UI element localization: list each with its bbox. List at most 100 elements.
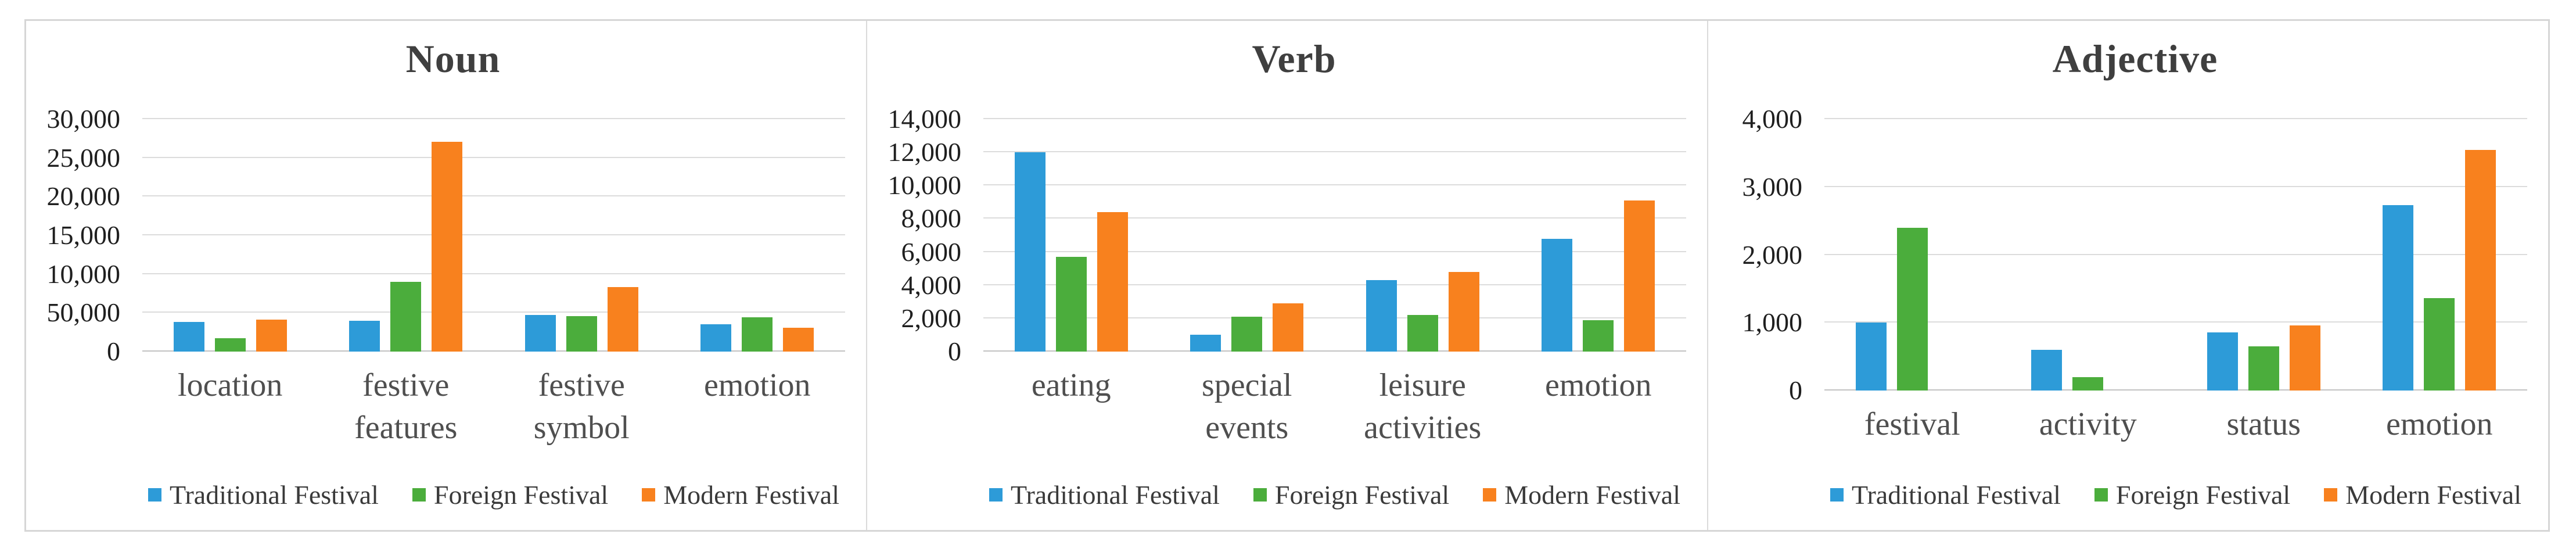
gridline — [983, 184, 1686, 186]
x-category-label-special-events: special events — [1159, 364, 1335, 449]
legend-label: Modern Festival — [2345, 480, 2521, 510]
legend-item-foreign-festival: Foreign Festival — [2094, 479, 2290, 510]
y-tick-label: 2,000 — [901, 303, 962, 333]
bar-traditional-festival-festive-features — [349, 320, 380, 352]
bar-foreign-festival-emotion — [2424, 298, 2455, 391]
chart-panel-verb: Verb 14,000 12,000 10,000 8,000 6,000 4,000 2,0… — [867, 21, 1708, 530]
legend-swatch-foreign-icon — [2094, 488, 2108, 502]
bar-traditional-festival-emotion — [700, 324, 732, 352]
bar-modern-festival-festive-features — [432, 141, 463, 352]
x-category-label-line: special — [1202, 367, 1292, 403]
legend-swatch-foreign-icon — [412, 488, 426, 502]
bar-modern-festival-festive-symbol — [607, 287, 638, 352]
bar-traditional-festival-location — [173, 322, 204, 352]
y-tick-label: 25,000 — [46, 142, 121, 173]
chart-title: Verb — [1252, 37, 1336, 81]
x-category-label-line: features — [354, 409, 458, 446]
x-category-label-status: status — [2176, 403, 2352, 446]
plot-area — [983, 118, 1686, 352]
y-tick-label: 20,000 — [46, 181, 121, 212]
legend-item-modern-festival: Modern Festival — [1483, 479, 1680, 510]
gridline — [983, 151, 1686, 153]
gridline — [983, 284, 1686, 285]
gridline — [983, 217, 1686, 219]
legend-label: Foreign Festival — [2115, 480, 2291, 510]
x-category-label-festival: festival — [1824, 403, 2000, 446]
bar-group-activity — [2000, 119, 2176, 391]
bar-foreign-festival-leisure-activities — [1407, 315, 1438, 352]
gridline — [983, 250, 1686, 252]
bar-group-status — [2176, 119, 2352, 391]
y-axis-labels: 14,000 12,000 10,000 8,000 6,000 4,000 2,000 0 — [867, 106, 965, 365]
y-tick-label: 12,000 — [888, 137, 962, 167]
x-axis-labels: festival activity status emotion — [1824, 403, 2527, 446]
bar-traditional-festival-special-events — [1190, 335, 1221, 352]
y-tick-label: 8,000 — [901, 203, 962, 234]
bar-group-festive-features — [318, 119, 494, 352]
bar-modern-festival-location — [256, 320, 287, 352]
charts-row: Noun 30,000 25,000 20,000 15,000 10,000 50,000… — [26, 21, 2548, 530]
x-category-label-line: festive — [362, 367, 450, 403]
y-tick-label: 30,000 — [46, 104, 121, 134]
chart-panel-noun: Noun 30,000 25,000 20,000 15,000 10,000 50,000… — [26, 21, 867, 530]
legend-label: Modern Festival — [663, 480, 839, 510]
gridline — [1824, 185, 2527, 187]
legend-label: Traditional Festival — [170, 480, 379, 510]
legend-item-traditional-festival: Traditional Festival — [148, 479, 379, 510]
bar-foreign-festival-eating — [1055, 257, 1087, 352]
bar-foreign-festival-festival — [1896, 227, 1928, 391]
legend-item-foreign-festival: Foreign Festival — [412, 479, 608, 510]
gridline — [142, 118, 845, 119]
bar-group-location — [142, 119, 318, 352]
bar-traditional-festival-eating — [1014, 152, 1046, 352]
y-tick-label: 14,000 — [888, 104, 962, 134]
y-axis-labels: 30,000 25,000 20,000 15,000 10,000 50,000 0 — [26, 106, 124, 365]
y-tick-label: 0 — [948, 336, 961, 366]
gridline — [142, 350, 845, 352]
bar-foreign-festival-status — [2248, 346, 2279, 391]
legend-swatch-modern-icon — [2324, 488, 2338, 502]
legend-swatch-traditional-icon — [1830, 488, 1844, 502]
x-category-label-festive-symbol: festive symbol — [494, 364, 670, 449]
gridline — [1824, 321, 2527, 323]
bar-groups — [142, 119, 845, 352]
festival-pos-frequency-figure: Noun 30,000 25,000 20,000 15,000 10,000 50,000… — [24, 19, 2550, 532]
bar-foreign-festival-special-events — [1231, 317, 1263, 352]
bar-traditional-festival-activity — [2031, 349, 2063, 391]
x-category-label-line: emotion — [703, 367, 811, 403]
legend: Traditional Festival Foreign Festival Mode… — [1824, 479, 2527, 510]
chart-title: Adjective — [2052, 37, 2218, 81]
bar-group-festival — [1824, 119, 2000, 391]
x-category-label-emotion: emotion — [670, 364, 846, 449]
x-axis-labels: eating special events leisure activities emot… — [983, 364, 1686, 449]
bar-modern-festival-status — [2289, 325, 2320, 391]
bar-group-leisure-activities — [1335, 119, 1511, 352]
gridline — [142, 156, 845, 158]
y-tick-label: 3,000 — [1742, 171, 1803, 202]
bar-foreign-festival-emotion — [1583, 320, 1614, 352]
gridline — [983, 317, 1686, 318]
legend-label: Foreign Festival — [433, 480, 609, 510]
bar-modern-festival-special-events — [1273, 303, 1304, 352]
gridline — [142, 311, 845, 313]
x-category-label-line: activity — [2039, 406, 2137, 442]
legend-label: Traditional Festival — [1011, 480, 1220, 510]
bar-group-festive-symbol — [494, 119, 670, 352]
bar-traditional-festival-emotion — [1542, 238, 1573, 352]
bar-group-emotion — [2352, 119, 2528, 391]
legend-swatch-modern-icon — [642, 488, 656, 502]
x-category-label-line: emotion — [1544, 367, 1652, 403]
x-category-label-line: activities — [1364, 409, 1482, 446]
x-category-label-line: festive — [538, 367, 625, 403]
legend: Traditional Festival Foreign Festival Mode… — [983, 479, 1686, 510]
bar-foreign-festival-location — [214, 338, 246, 352]
x-category-label-festive-features: festive features — [318, 364, 494, 449]
y-tick-label: 2,000 — [1742, 239, 1803, 270]
x-category-label-line: festival — [1864, 406, 1960, 442]
legend-item-foreign-festival: Foreign Festival — [1253, 479, 1449, 510]
x-category-label-line: leisure — [1379, 367, 1466, 403]
gridline — [142, 195, 845, 197]
gridline — [1824, 253, 2527, 255]
bar-modern-festival-eating — [1097, 212, 1128, 352]
legend-swatch-traditional-icon — [148, 488, 161, 502]
